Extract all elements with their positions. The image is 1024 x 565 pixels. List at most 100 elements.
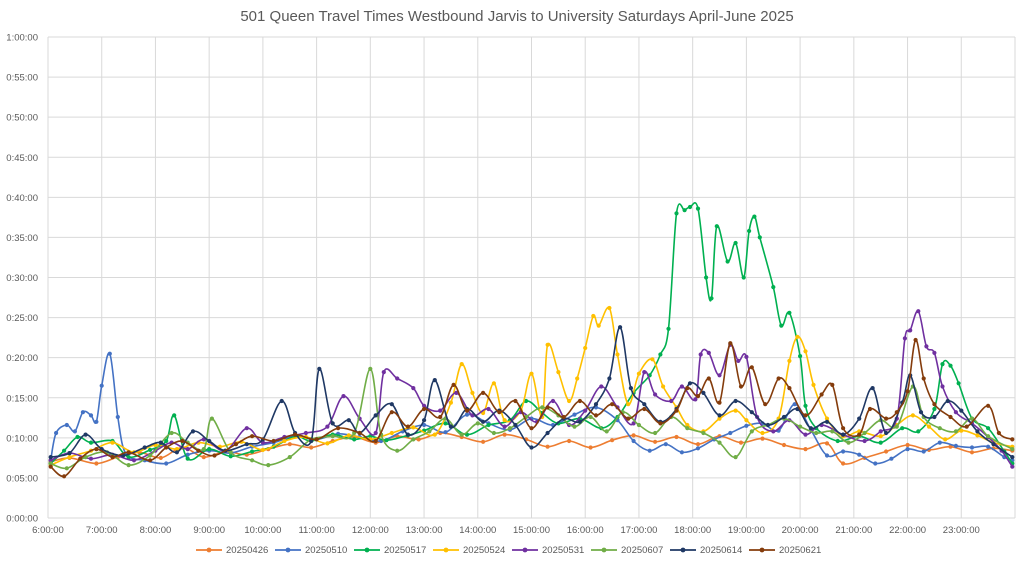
legend-item-20250531: 20250531 xyxy=(512,545,584,556)
data-point xyxy=(752,214,757,219)
data-point xyxy=(62,474,67,479)
data-point xyxy=(862,430,867,436)
data-point xyxy=(693,397,698,402)
data-point xyxy=(303,430,308,436)
x-tick-label: 20:00:00 xyxy=(782,525,819,536)
data-point xyxy=(647,448,652,453)
data-point xyxy=(803,432,808,437)
data-point xyxy=(94,447,99,452)
data-point xyxy=(389,402,394,407)
data-point xyxy=(126,455,131,460)
data-point xyxy=(54,430,59,436)
data-point xyxy=(373,413,378,418)
data-point xyxy=(529,371,534,376)
x-tick-label: 12:00:00 xyxy=(352,525,389,536)
data-point xyxy=(824,416,830,421)
data-point xyxy=(932,414,937,420)
data-point xyxy=(846,440,851,445)
x-tick-label: 7:00:00 xyxy=(86,525,118,536)
data-point xyxy=(196,448,201,453)
data-point xyxy=(48,458,53,463)
x-tick-label: 17:00:00 xyxy=(620,525,657,536)
y-tick-label: 0:30:00 xyxy=(6,273,38,284)
data-point xyxy=(787,310,792,315)
data-point xyxy=(969,450,975,455)
data-point xyxy=(695,394,701,399)
data-point xyxy=(148,447,153,452)
y-tick-label: 0:40:00 xyxy=(6,193,38,204)
data-point xyxy=(728,430,733,436)
data-point xyxy=(747,228,752,234)
data-point xyxy=(687,204,693,210)
legend: 20250426 20250510 20250517 20250524 20250531… xyxy=(196,545,821,556)
data-point xyxy=(454,390,459,395)
data-point xyxy=(610,438,615,443)
data-point xyxy=(416,437,421,442)
data-point xyxy=(1010,447,1015,452)
data-point xyxy=(926,424,932,429)
data-point xyxy=(577,419,583,424)
data-point xyxy=(126,463,131,468)
y-tick-label: 0:00:00 xyxy=(6,514,38,525)
data-point xyxy=(830,382,835,387)
x-tick-label: 9:00:00 xyxy=(193,525,225,536)
data-point xyxy=(314,437,319,442)
data-point xyxy=(422,418,427,423)
data-point xyxy=(607,305,612,311)
data-point xyxy=(1010,455,1015,460)
data-point xyxy=(631,421,636,426)
data-point xyxy=(749,410,754,415)
data-point xyxy=(628,386,634,391)
data-point xyxy=(279,398,284,404)
data-point xyxy=(618,325,623,330)
data-point xyxy=(878,429,883,434)
data-point xyxy=(88,440,94,445)
data-point xyxy=(795,334,800,339)
data-point xyxy=(148,453,153,458)
data-point xyxy=(765,422,771,428)
data-point xyxy=(687,381,693,386)
data-point xyxy=(475,421,480,426)
data-point xyxy=(540,405,545,410)
data-point xyxy=(271,438,276,444)
data-point xyxy=(717,416,722,421)
data-point xyxy=(427,429,432,434)
data-point xyxy=(341,394,346,399)
data-point xyxy=(1010,437,1015,442)
data-point xyxy=(588,445,593,450)
data-point xyxy=(932,350,937,355)
data-point xyxy=(174,447,179,452)
x-tick-label: 19:00:00 xyxy=(728,525,765,536)
data-point xyxy=(902,336,908,341)
data-point xyxy=(781,414,787,420)
data-point xyxy=(395,376,400,381)
data-point xyxy=(685,386,690,391)
data-point xyxy=(567,398,572,404)
data-point xyxy=(470,413,475,418)
data-point xyxy=(695,446,701,451)
data-point xyxy=(841,426,846,431)
data-point xyxy=(900,426,905,431)
data-point xyxy=(110,440,115,445)
data-point xyxy=(507,426,513,431)
data-point xyxy=(593,402,599,407)
legend-label: 20250614 xyxy=(700,545,742,556)
data-point xyxy=(448,400,453,405)
data-point xyxy=(384,438,389,443)
data-point xyxy=(738,384,744,389)
data-point xyxy=(959,408,964,413)
data-point xyxy=(373,430,378,436)
data-point xyxy=(432,432,437,437)
data-point xyxy=(110,455,115,460)
data-point xyxy=(244,442,249,447)
data-point xyxy=(72,429,77,434)
x-tick-label: 13:00:00 xyxy=(406,525,443,536)
data-point xyxy=(921,449,926,454)
data-point xyxy=(964,424,969,429)
data-point xyxy=(661,384,666,389)
data-point xyxy=(744,354,749,359)
data-point xyxy=(64,422,69,428)
data-point xyxy=(172,413,177,418)
data-point xyxy=(867,406,873,412)
data-point xyxy=(808,426,814,431)
